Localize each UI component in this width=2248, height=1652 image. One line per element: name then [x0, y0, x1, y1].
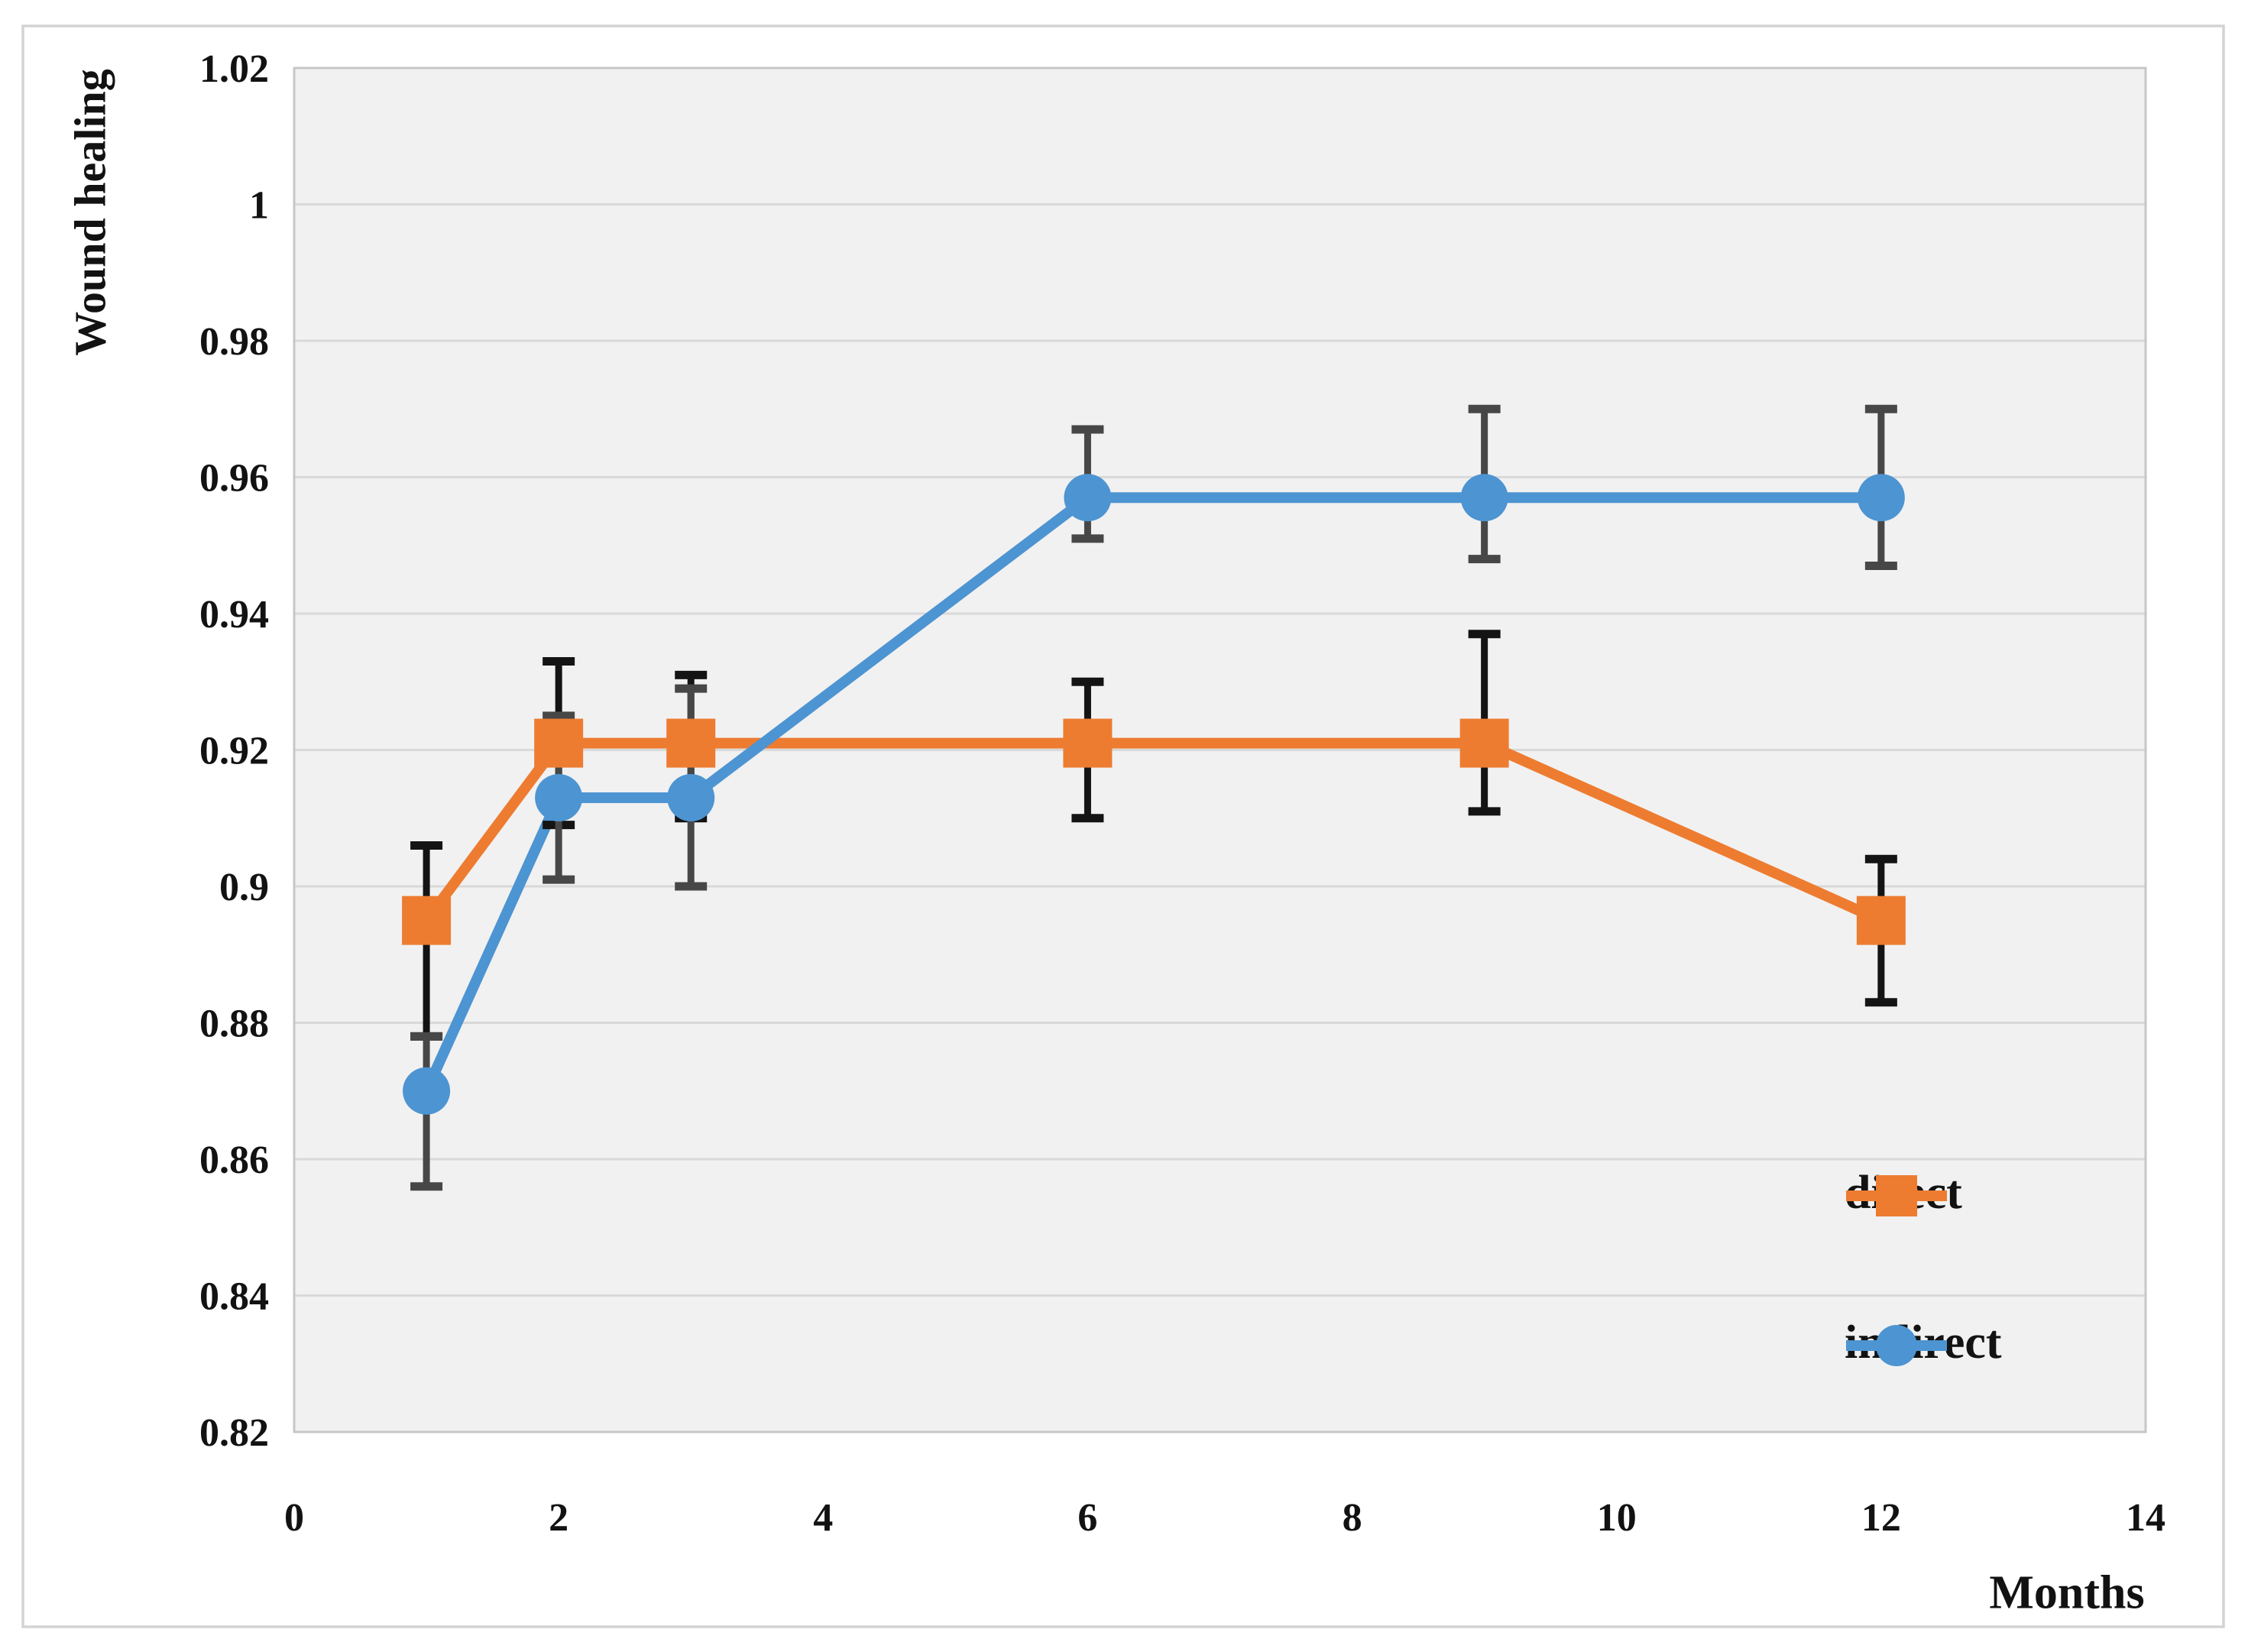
y-tick-label-0.92: 0.92 — [199, 730, 269, 773]
data-point-direct-m6 — [1063, 718, 1113, 768]
legend-item-indirect: indirect — [1843, 1319, 2002, 1366]
x-tick-label-8: 8 — [1343, 1496, 1362, 1540]
y-tick-label-0.86: 0.86 — [199, 1139, 269, 1182]
x-tick-label-14: 14 — [2126, 1496, 2165, 1540]
data-point-direct-m3 — [666, 718, 716, 768]
data-point-indirect-m1 — [403, 1067, 451, 1115]
data-point-indirect-m3 — [667, 773, 715, 821]
data-point-direct-m1 — [402, 896, 452, 945]
data-point-direct-m9 — [1459, 718, 1509, 768]
data-point-direct-m2 — [534, 718, 584, 768]
y-axis-title: Wound healing — [65, 69, 115, 356]
data-point-indirect-m12 — [1857, 474, 1905, 522]
legend-marker-direct-square-icon — [1846, 1175, 1947, 1216]
data-point-indirect-m9 — [1460, 474, 1508, 522]
data-point-direct-m12 — [1856, 896, 1906, 945]
legend-marker-indirect-circle-icon — [1846, 1325, 1947, 1366]
x-tick-label-4: 4 — [813, 1496, 833, 1540]
plot-border — [293, 66, 2147, 1433]
series-line-indirect — [421, 492, 1881, 1093]
x-tick-label-6: 6 — [1077, 1496, 1097, 1540]
y-tick-label-0.84: 0.84 — [199, 1275, 269, 1319]
x-tick-label-10: 10 — [1597, 1496, 1637, 1540]
y-tick-label-0.98: 0.98 — [199, 320, 269, 364]
x-tick-label-12: 12 — [1861, 1496, 1901, 1540]
y-tick-label-1.02: 1.02 — [199, 47, 269, 91]
y-tick-label-0.82: 0.82 — [199, 1411, 269, 1455]
x-tick-label-0: 0 — [284, 1496, 304, 1540]
y-tick-label-0.9: 0.9 — [219, 866, 269, 909]
y-tick-label-0.94: 0.94 — [199, 593, 269, 637]
x-axis-title: Months — [1989, 1566, 2145, 1619]
legend-item-direct: direct — [1843, 1169, 1962, 1216]
y-tick-label-0.96: 0.96 — [199, 457, 269, 500]
data-point-indirect-m2 — [535, 773, 583, 821]
data-point-indirect-m6 — [1064, 474, 1112, 522]
y-tick-label-0.88: 0.88 — [199, 1003, 269, 1046]
series-line-direct — [422, 737, 1884, 926]
y-tick-label-1: 1 — [249, 184, 269, 228]
x-tick-label-2: 2 — [549, 1496, 568, 1540]
